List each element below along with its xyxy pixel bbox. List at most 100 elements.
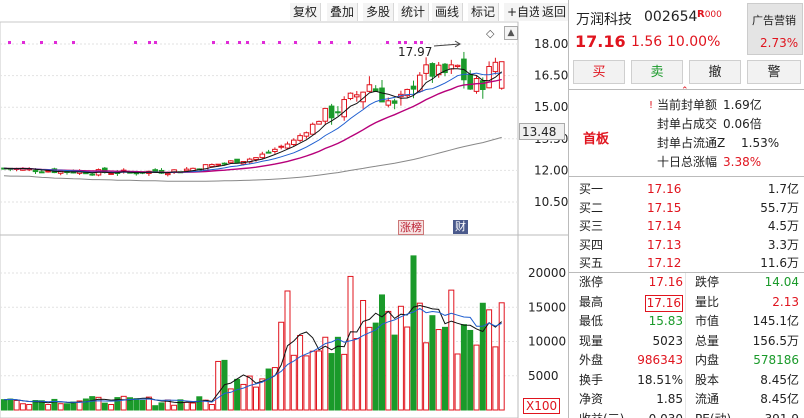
stat-key: 收益(三) xyxy=(579,410,624,418)
volume-bar xyxy=(410,255,417,411)
price-change: 1.56 xyxy=(631,34,663,50)
price-change-pct: 10.00% xyxy=(667,34,721,50)
volume-bar xyxy=(290,354,297,411)
alert-button[interactable]: 警 xyxy=(747,60,801,84)
volume-bar xyxy=(454,353,461,411)
price-tick-label: 12.00 xyxy=(534,163,568,177)
stat-key: 跌停 xyxy=(695,275,720,289)
kline-svg[interactable]: 18.0016.5015.0013.5012.0010.502000015000… xyxy=(0,0,568,418)
volume-bar xyxy=(26,404,33,411)
tag-zhangbang[interactable]: 涨榜 xyxy=(398,220,424,235)
toolbar-button-7[interactable]: 返回 xyxy=(539,3,568,21)
bid-price: 17.14 xyxy=(647,219,682,233)
bid-row[interactable]: 买三 17.14 4.5万 xyxy=(569,217,804,236)
volume-bar xyxy=(366,326,373,411)
candle-body xyxy=(108,172,114,175)
volume-bar xyxy=(341,353,348,411)
bid-volume: 3.3万 xyxy=(767,237,799,252)
candle-body xyxy=(209,163,215,167)
candle-body xyxy=(423,64,429,74)
volume-bar xyxy=(89,396,96,411)
candle-body xyxy=(253,157,259,160)
stat-key: 最低 xyxy=(579,314,604,328)
stat-value: 17.16 xyxy=(644,294,683,312)
signal-dot xyxy=(154,41,157,44)
limit-row: 封单占成交 0.06倍 xyxy=(569,115,804,134)
candle-body xyxy=(89,173,96,176)
high-price-label: 17.97 xyxy=(398,45,432,59)
bid-row[interactable]: 买一 17.16 1.7亿 xyxy=(569,180,804,199)
stat-key: 股本 xyxy=(695,372,720,387)
candle-body xyxy=(391,100,398,104)
volume-bar xyxy=(486,309,493,411)
stat-value: 145.1亿 xyxy=(752,314,799,328)
divider xyxy=(569,176,804,177)
divider xyxy=(569,89,804,90)
sector-change: 2.73% xyxy=(760,36,799,50)
candle-body xyxy=(278,145,284,148)
signal-dot xyxy=(246,41,249,44)
candle-body xyxy=(404,88,410,97)
volume-bar xyxy=(379,294,385,411)
volume-bar xyxy=(473,344,480,411)
cancel-button[interactable]: 撤 xyxy=(689,60,741,84)
volume-bar xyxy=(442,326,448,411)
tag-cai[interactable]: 财 xyxy=(453,220,468,234)
sector-box[interactable]: 广告营销 2.73% xyxy=(747,3,803,55)
toolbar-button-4[interactable]: 画线 xyxy=(432,3,464,21)
volume-bar xyxy=(183,401,190,411)
quote-panel: 万润科技 002654 R000 广告营销 2.73% 17.16 1.56 1… xyxy=(568,0,804,418)
volume-bar xyxy=(152,405,159,411)
toolbar-button-3[interactable]: 统计 xyxy=(398,3,430,21)
buy-button[interactable]: 买 xyxy=(573,60,625,84)
volume-bar xyxy=(391,334,398,411)
kline-chart-area[interactable]: 18.0016.5015.0013.5012.0010.502000015000… xyxy=(0,0,568,418)
toolbar-button-1[interactable]: 叠加 xyxy=(327,3,359,21)
scroll-up-icon[interactable]: ▲ xyxy=(504,26,518,40)
high-price-arrowhead xyxy=(454,40,461,48)
volume-bar xyxy=(322,336,329,411)
stats-row: 最低 15.83 市值 145.1亿 xyxy=(569,312,804,331)
toolbar-button-6[interactable]: +自选 xyxy=(504,3,546,21)
bid-row[interactable]: 买四 17.13 3.3万 xyxy=(569,236,804,255)
last-price: 17.16 xyxy=(575,32,626,51)
volume-bar xyxy=(435,329,442,411)
volume-bar xyxy=(19,403,26,411)
bid-volume: 55.7万 xyxy=(760,200,799,215)
volume-bar xyxy=(492,346,499,411)
candle-body xyxy=(303,132,310,137)
stat-value: 15.83 xyxy=(648,314,683,328)
limit-key: 当前封单额 xyxy=(657,98,718,112)
candle-body xyxy=(354,94,360,98)
signal-dot xyxy=(294,41,297,44)
signal-dot xyxy=(414,41,417,44)
signal-dot xyxy=(72,41,75,44)
toolbar-button-0[interactable]: 复权 xyxy=(290,3,322,21)
stats-row: 外盘 986343 内盘 578186 xyxy=(569,351,804,370)
bid-row[interactable]: 买五 17.12 11.6万 xyxy=(569,254,804,273)
collapse-icon[interactable]: ◇ xyxy=(486,27,495,40)
volume-bar xyxy=(158,402,165,411)
volume-bar xyxy=(190,402,196,411)
volume-tick-label: 15000 xyxy=(528,300,566,314)
badge-r: R xyxy=(697,9,705,20)
sell-button[interactable]: 卖 xyxy=(631,60,683,84)
volume-bar xyxy=(196,396,203,411)
bid-price: 17.15 xyxy=(647,200,682,215)
volume-bar xyxy=(284,290,291,411)
volume-bar xyxy=(423,342,430,411)
candle-body xyxy=(183,168,190,172)
stats-row: 收益(三) 0.030 PE(动) 391.9 xyxy=(569,410,804,418)
stat-value: 391.9 xyxy=(765,410,799,418)
candle-body xyxy=(429,63,436,77)
bid-row[interactable]: 买二 17.15 55.7万 xyxy=(569,199,804,218)
limit-row: 十日总涨幅 3.38% xyxy=(569,153,804,172)
signal-dot xyxy=(8,41,11,44)
stats-row: 净资 1.85 流通 8.45亿 xyxy=(569,390,804,409)
toolbar-button-2[interactable]: 多股 xyxy=(363,3,395,21)
expand-arrow-icon[interactable]: ⌃ xyxy=(681,86,689,96)
volume-bar xyxy=(51,398,58,411)
toolbar-button-5[interactable]: 标记 xyxy=(468,3,500,21)
bid-label: 买三 xyxy=(579,219,604,233)
stat-value: 8.45亿 xyxy=(760,372,799,387)
